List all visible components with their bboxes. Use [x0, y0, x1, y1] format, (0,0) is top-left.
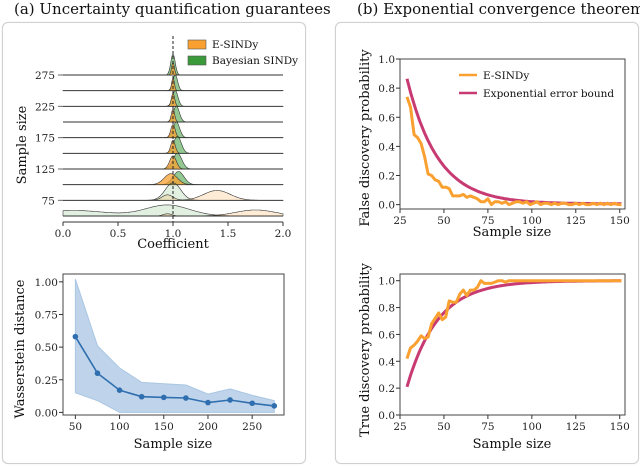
y-tick-label: 0.4: [378, 141, 395, 153]
x-tick-label: 150: [154, 421, 174, 433]
data-point: [116, 387, 123, 393]
data-point: [160, 394, 167, 401]
esindy-density: [63, 108, 283, 123]
data-point: [227, 397, 233, 403]
x-axis-label: Sample size: [134, 437, 213, 452]
esindy-line: [405, 96, 622, 207]
y-tick-label: 1.0: [378, 276, 395, 288]
x-tick-label: 0.5: [110, 228, 127, 240]
x-tick-label: 150: [610, 215, 630, 227]
x-tick-label: 1.0: [165, 228, 182, 240]
y-tick-label: 1.00: [35, 277, 58, 289]
data-point: [94, 370, 101, 377]
y-tick-label: 125: [35, 164, 55, 176]
legend: E-SINDy Exponential error bound: [459, 70, 614, 100]
x-tick-label: 1.5: [220, 228, 237, 240]
plot-frame: [399, 273, 626, 416]
data-point: [72, 333, 79, 340]
y-axis-label: False discovery probability: [358, 49, 373, 227]
x-tick-label: 100: [110, 421, 130, 433]
bound-line: [405, 279, 622, 388]
x-axis-label: Sample size: [473, 225, 552, 240]
x-tick-label: 50: [437, 421, 450, 433]
x-tick-label: 250: [242, 421, 262, 433]
legend: E-SINDy Bayesian SINDy: [187, 39, 298, 67]
x-tick-label: 0.0: [55, 228, 72, 240]
y-tick-label: 0.50: [35, 342, 58, 354]
x-tick-label: 100: [522, 421, 542, 433]
y-tick-label: 0.0: [378, 410, 395, 422]
false-discovery-chart: 25 50 75 100 125 150 0.0 0.2 0.4 0.6 0.8 1.0 Sampl…: [358, 49, 630, 240]
plot-frame: [62, 273, 285, 416]
y-tick-label: 1.0: [378, 54, 395, 66]
x-tick-label: 50: [69, 421, 82, 433]
x-tick-label: 150: [610, 421, 630, 433]
y-tick-label: 0.6: [378, 329, 395, 341]
y-axis-label: Wasserstein distance: [13, 279, 28, 418]
confidence-band: [74, 279, 275, 413]
x-tick-label: 125: [566, 421, 586, 433]
y-tick-label: 0.4: [378, 356, 395, 368]
y-tick-label: 0.00: [35, 407, 58, 419]
ridgeline-chart: 0.0 0.5 1.0 1.5 2.0 75 125 175 225 275 Coefficie…: [15, 36, 298, 252]
x-tick-label: 75: [481, 215, 494, 227]
legend-swatch-esindy: [187, 39, 207, 50]
x-tick-label: 75: [481, 421, 494, 433]
legend-label-esindy: E-SINDy: [212, 39, 258, 51]
data-point: [249, 400, 255, 407]
y-tick-label: 225: [35, 101, 55, 113]
legend-label-bayesian: Bayesian SINDy: [212, 55, 298, 67]
legend-label-esindy: E-SINDy: [483, 70, 529, 82]
y-tick-label: 0.8: [378, 303, 395, 315]
y-axis-label: Sample size: [15, 105, 30, 184]
data-point: [138, 393, 145, 400]
x-tick-label: 50: [437, 215, 450, 227]
panel-a-title: (a) Uncertainty quantification guarantee…: [14, 0, 331, 18]
x-axis-label: Sample size: [473, 437, 552, 452]
y-tick-label: 0.25: [35, 375, 58, 387]
x-tick-label: 2.0: [275, 228, 292, 240]
data-point: [183, 395, 189, 401]
data-point: [205, 399, 211, 406]
esindy-density: [62, 76, 284, 91]
y-tick-label: 175: [35, 133, 55, 145]
wasserstein-chart: 50 100 150 200 250 0.00 0.25 0.50 0.75 1.00 Samp…: [13, 273, 285, 452]
x-tick-label: 25: [393, 215, 406, 227]
y-tick-label: 0.2: [378, 171, 395, 183]
esindy-line: [405, 279, 622, 360]
true-discovery-chart: 25 50 75 100 125 150 0.0 0.2 0.4 0.6 0.8 1.0 Sampl…: [358, 262, 630, 452]
ridge-row-175: [62, 121, 284, 139]
x-tick-label: 200: [198, 421, 218, 433]
y-tick-label: 0.8: [378, 83, 395, 95]
y-tick-label: 75: [42, 195, 55, 207]
esindy-density: [63, 209, 284, 217]
esindy-density: [62, 92, 284, 107]
y-tick-label: 0.6: [378, 112, 395, 124]
mean-line: [74, 336, 275, 407]
esindy-density: [62, 173, 284, 185]
panel-b-title: (b) Exponential convergence theorem: [357, 0, 640, 18]
y-axis-label: True discovery probability: [358, 262, 373, 437]
y-tick-label: 275: [35, 70, 55, 82]
plot-frame: [399, 58, 626, 210]
y-tick-label: 0.0: [378, 200, 395, 212]
y-tick-label: 0.2: [378, 383, 395, 395]
x-tick-label: 125: [566, 215, 586, 227]
x-tick-label: 100: [522, 215, 542, 227]
data-point: [271, 403, 278, 409]
legend-swatch-bayesian: [187, 55, 207, 66]
legend-label-bound: Exponential error bound: [483, 88, 614, 100]
x-axis-label: Coefficient: [137, 237, 209, 252]
y-tick-label: 0.75: [35, 309, 58, 321]
x-tick-label: 25: [393, 421, 406, 433]
panel-b: [335, 22, 639, 464]
